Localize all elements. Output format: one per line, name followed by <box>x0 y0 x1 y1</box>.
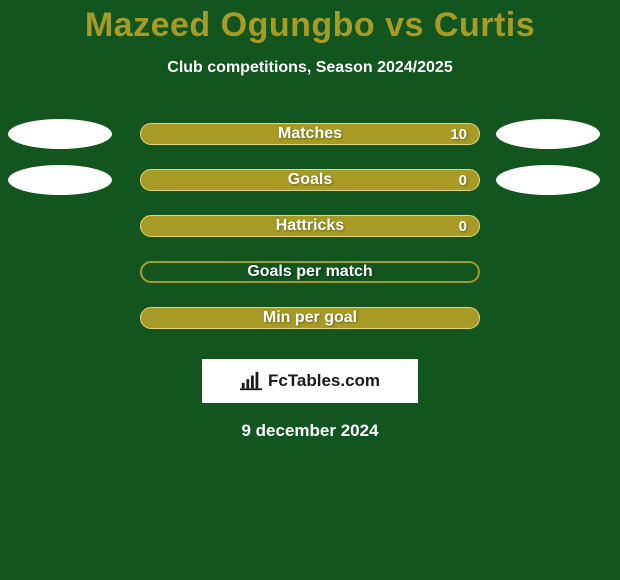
stat-row: Goals 0 <box>0 157 620 203</box>
stat-value: 0 <box>459 172 467 189</box>
stat-label: Goals <box>288 171 332 189</box>
stat-label: Min per goal <box>263 309 357 327</box>
comparison-canvas: Mazeed Ogungbo vs Curtis Club competitio… <box>0 0 620 580</box>
stat-bar: Hattricks 0 <box>140 215 480 237</box>
player-right-marker <box>496 165 600 195</box>
stat-label: Goals per match <box>247 263 372 281</box>
page-title: Mazeed Ogungbo vs Curtis <box>0 0 620 45</box>
stat-label: Hattricks <box>276 217 344 235</box>
stat-row: Hattricks 0 <box>0 203 620 249</box>
stats-area: Matches 10 Goals 0 Hattricks 0 Goals per match… <box>0 111 620 341</box>
stat-bar: Goals 0 <box>140 169 480 191</box>
stat-value: 10 <box>450 126 467 143</box>
player-left-marker <box>8 119 112 149</box>
subtitle: Club competitions, Season 2024/2025 <box>0 59 620 77</box>
stat-value: 0 <box>459 218 467 235</box>
stat-bar: Min per goal <box>140 307 480 329</box>
stat-row: Min per goal <box>0 295 620 341</box>
stat-row: Matches 10 <box>0 111 620 157</box>
date-text: 9 december 2024 <box>0 421 620 441</box>
stat-row: Goals per match <box>0 249 620 295</box>
logo-box: FcTables.com <box>202 359 418 403</box>
stat-label: Matches <box>278 125 342 143</box>
logo-text: FcTables.com <box>268 371 380 391</box>
stat-bar: Goals per match <box>140 261 480 283</box>
player-left-marker <box>8 165 112 195</box>
barchart-icon <box>240 370 262 392</box>
player-right-marker <box>496 119 600 149</box>
stat-bar: Matches 10 <box>140 123 480 145</box>
